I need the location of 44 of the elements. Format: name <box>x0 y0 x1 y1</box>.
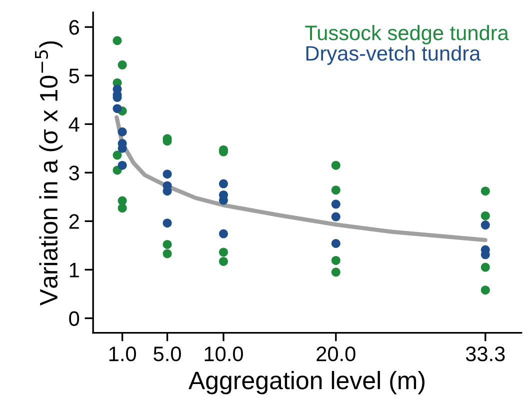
point <box>331 256 340 265</box>
y-tick-label: 0 <box>69 311 80 326</box>
point <box>162 170 172 179</box>
y-tick-label: 1 <box>70 262 79 278</box>
point <box>480 220 490 230</box>
point <box>112 36 122 46</box>
point <box>218 248 228 257</box>
point <box>118 127 127 136</box>
point <box>162 218 172 228</box>
point <box>480 286 490 295</box>
point <box>218 229 228 238</box>
point <box>480 211 490 220</box>
point <box>118 60 127 70</box>
point <box>331 186 340 195</box>
point <box>331 160 340 170</box>
y-tick-label: 4 <box>68 117 80 132</box>
y-tick-label: 5 <box>69 68 80 84</box>
point <box>331 268 340 277</box>
point <box>331 200 340 209</box>
point <box>331 239 340 248</box>
point <box>162 249 172 258</box>
point <box>331 212 340 222</box>
x-tick-label: 20.0 <box>316 346 356 362</box>
text: Dryas-vetch tundra <box>306 45 481 65</box>
text: Tussock sedge tundra <box>305 24 509 44</box>
y-axis-title: Variation in a (σ x 10$^{−5}$) <box>35 41 63 306</box>
point <box>118 160 127 170</box>
y-tick-label: 3 <box>69 166 79 180</box>
line-series <box>114 115 488 242</box>
point <box>480 186 490 196</box>
y-tick-label: 2 <box>69 214 79 229</box>
point <box>480 262 490 272</box>
point <box>162 240 172 249</box>
point <box>112 150 122 160</box>
x-tick-label: 1.0 <box>109 346 136 362</box>
x-axis-title: Aggregation level (m) <box>188 370 424 394</box>
point <box>218 256 228 266</box>
point <box>118 204 127 213</box>
x-tick-label: 10.0 <box>204 346 243 362</box>
x-tick-label: 5.0 <box>154 346 181 362</box>
point <box>218 179 228 188</box>
y-tick-label: 6 <box>69 20 79 35</box>
x-tick-label: 33.3 <box>466 346 505 362</box>
point <box>112 104 122 114</box>
